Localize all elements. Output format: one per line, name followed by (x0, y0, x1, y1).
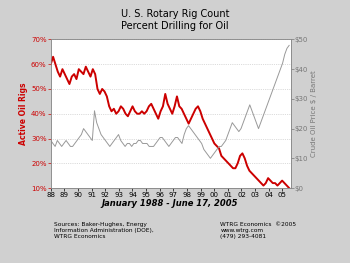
Text: Percent Drilling for Oil: Percent Drilling for Oil (121, 21, 229, 31)
Text: Sources: Baker-Hughes, Energy
Information Administration (DOE),
WTRG Economics: Sources: Baker-Hughes, Energy Informatio… (54, 222, 154, 239)
Y-axis label: Active Oil Rigs: Active Oil Rigs (19, 83, 28, 145)
Text: U. S. Rotary Rig Count: U. S. Rotary Rig Count (121, 9, 229, 19)
Y-axis label: Crude Oil Price $ / Barret: Crude Oil Price $ / Barret (311, 70, 317, 157)
Text: WTRG Economics  ©2005
www.wtrg.com
(479) 293-4081: WTRG Economics ©2005 www.wtrg.com (479) … (220, 222, 297, 239)
Text: January 1988 - June 17, 2005: January 1988 - June 17, 2005 (102, 199, 238, 208)
